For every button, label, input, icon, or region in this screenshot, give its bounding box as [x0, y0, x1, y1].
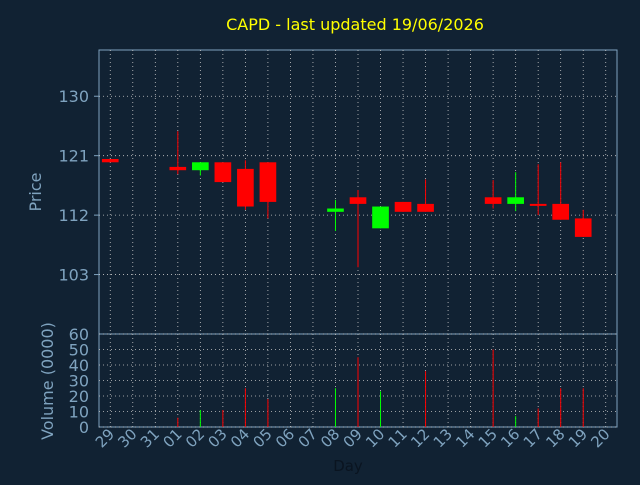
candle-body: [327, 208, 344, 212]
price-panel: 103 112 121 130: [58, 49, 618, 335]
candle-body: [259, 162, 277, 202]
candle-body: [372, 206, 389, 229]
volume-tick-label: 40: [69, 356, 89, 375]
candle-body: [417, 203, 434, 212]
candle-body: [529, 203, 547, 206]
candle-body: [552, 203, 570, 220]
volume-tick-label: 50: [69, 341, 89, 360]
candle-body: [237, 168, 254, 207]
candle-body: [349, 197, 367, 204]
x-axis-ticks: 2930310102030405060708091011121314151617…: [92, 425, 614, 451]
candle-body: [214, 162, 232, 183]
volume-tick-label: 0: [79, 418, 89, 437]
volume-tick-label: 10: [69, 403, 89, 422]
candle-body: [484, 197, 502, 204]
candle-body: [169, 166, 187, 171]
price-tick-label: 103: [58, 266, 89, 285]
price-axis-label: Price: [26, 172, 45, 211]
candle-body: [192, 162, 209, 171]
chart-title: CAPD - last updated 19/06/2026: [226, 15, 484, 34]
volume-axis-label: Volume (0000): [38, 322, 57, 440]
price-tick-label: 112: [58, 206, 89, 225]
volume-tick-label: 30: [69, 372, 89, 391]
volume-tick-label: 60: [69, 325, 89, 344]
price-tick-label: 121: [58, 147, 89, 166]
candle-body: [394, 201, 412, 212]
candle-body: [574, 218, 592, 237]
candle-body: [101, 158, 119, 163]
price-tick-label: 130: [58, 87, 89, 106]
candle-body: [507, 197, 524, 204]
volume-tick-label: 20: [69, 387, 89, 406]
x-axis-label: Day: [333, 457, 363, 475]
